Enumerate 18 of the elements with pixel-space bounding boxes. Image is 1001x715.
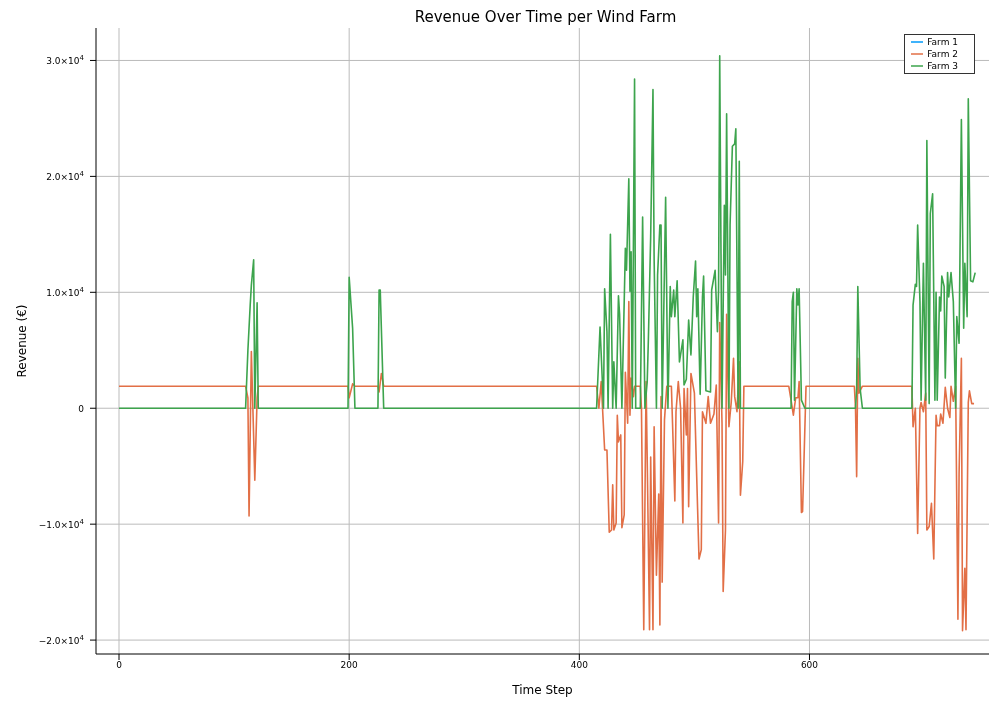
- y-tick-label: 2.0×10$^{4}$: [46, 170, 85, 183]
- line-series: [118, 300, 975, 632]
- y-tick-label: −2.0×10$^{4}$: [38, 634, 85, 647]
- line-series: [118, 55, 976, 410]
- y-tick-label: 1.0×10$^{4}$: [46, 286, 85, 299]
- x-tick-label: 200: [340, 660, 359, 671]
- y-tick-label: 3.0×10$^{4}$: [46, 54, 85, 67]
- legend-label: Farm 1: [927, 36, 958, 47]
- legend-label: Farm 2: [927, 48, 958, 59]
- x-tick-label: 600: [800, 660, 819, 671]
- y-axis-title: Revenue (€): [15, 304, 30, 378]
- chart-title: Revenue Over Time per Wind Farm: [413, 8, 678, 28]
- x-tick-label: 400: [570, 660, 589, 671]
- x-tick-label: 0: [116, 660, 123, 671]
- y-tick-label: −1.0×10$^{4}$: [38, 518, 85, 531]
- y-tick-label: 0: [78, 404, 85, 415]
- x-axis-title: Time Step: [511, 683, 573, 697]
- legend-label: Farm 3: [927, 60, 958, 71]
